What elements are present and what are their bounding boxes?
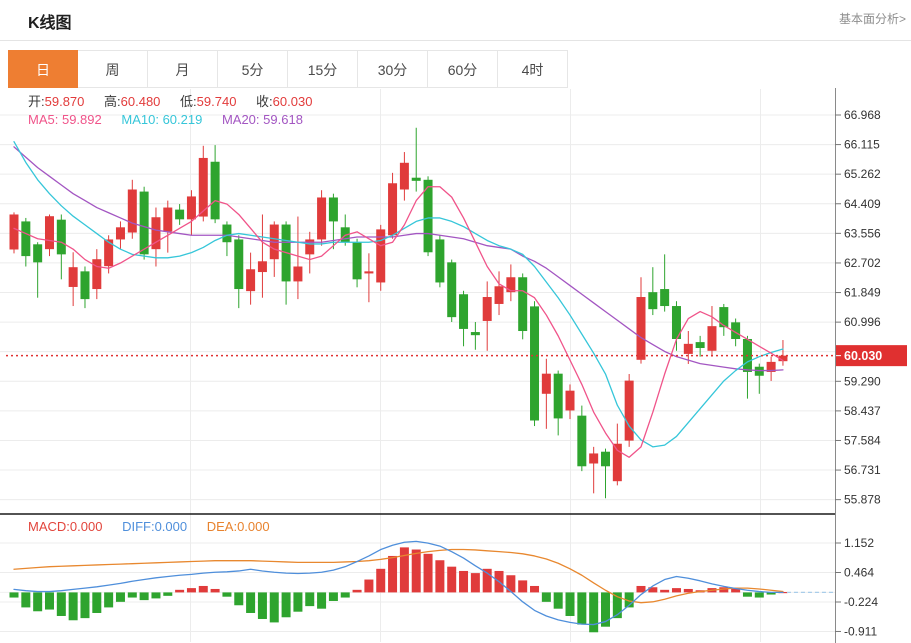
svg-text:0.464: 0.464 (844, 566, 874, 580)
high-label: 高: (104, 94, 121, 109)
svg-text:66.968: 66.968 (844, 108, 881, 122)
ohlc-info-row: 开:59.870 高:60.480 低:59.740 收:60.030 (28, 91, 328, 110)
svg-text:1.152: 1.152 (844, 536, 874, 550)
svg-text:58.437: 58.437 (844, 404, 881, 418)
close-pair: 收:60.030 (256, 94, 312, 109)
open-value: 59.870 (44, 94, 85, 109)
svg-text:-0.911: -0.911 (844, 624, 877, 638)
ma10-legend: MA10: 60.219 (121, 112, 203, 127)
close-value: 60.030 (272, 94, 313, 109)
svg-text:-0.224: -0.224 (844, 595, 878, 609)
diff-legend: DIFF:0.000 (122, 519, 188, 534)
period-tab-bar: 日周月 5分 15分 30分 60分 4时 (8, 50, 568, 88)
tab-日[interactable]: 日 (8, 50, 78, 88)
svg-text:64.409: 64.409 (844, 197, 881, 211)
tab-15分[interactable]: 15分 (288, 50, 358, 88)
ma20-legend: MA20: 59.618 (221, 112, 303, 127)
svg-text:59.290: 59.290 (844, 374, 881, 388)
svg-text:62.702: 62.702 (844, 256, 881, 270)
low-label: 低: (180, 94, 197, 109)
svg-text:57.584: 57.584 (844, 433, 881, 447)
tab-60分[interactable]: 60分 (428, 50, 498, 88)
svg-text:66.115: 66.115 (844, 138, 880, 152)
high-value: 60.480 (120, 94, 161, 109)
svg-text:65.262: 65.262 (844, 167, 881, 181)
svg-text:60.030: 60.030 (844, 349, 882, 363)
high-pair: 高:60.480 (104, 94, 160, 109)
dea-legend: DEA:0.000 (206, 519, 270, 534)
svg-text:55.878: 55.878 (844, 493, 881, 507)
fundamental-analysis-link[interactable]: 基本面分析> (838, 12, 906, 26)
svg-text:56.731: 56.731 (844, 463, 881, 477)
ma-info-row: MA5: 59.892 MA10: 60.219 MA20: 59.618 (28, 112, 319, 127)
page-title: K线图 (28, 15, 72, 32)
svg-text:61.849: 61.849 (844, 286, 881, 300)
tab-4时[interactable]: 4时 (498, 50, 568, 88)
tab-30分[interactable]: 30分 (358, 50, 428, 88)
low-value: 59.740 (196, 94, 237, 109)
low-pair: 低:59.740 (180, 94, 236, 109)
ma5-legend: MA5: 59.892 (28, 112, 102, 127)
tab-5分[interactable]: 5分 (218, 50, 288, 88)
open-label: 开: (28, 94, 45, 109)
open-pair: 开:59.870 (28, 94, 84, 109)
svg-text:63.556: 63.556 (844, 226, 881, 240)
tab-周[interactable]: 周 (78, 50, 148, 88)
header-divider (0, 40, 911, 41)
svg-text:60.996: 60.996 (844, 315, 881, 329)
macd-info-row: MACD:0.000 DIFF:0.000 DEA:0.000 (28, 519, 286, 534)
close-label: 收: (256, 94, 273, 109)
macd-legend: MACD:0.000 (28, 519, 103, 534)
tab-月[interactable]: 月 (148, 50, 218, 88)
